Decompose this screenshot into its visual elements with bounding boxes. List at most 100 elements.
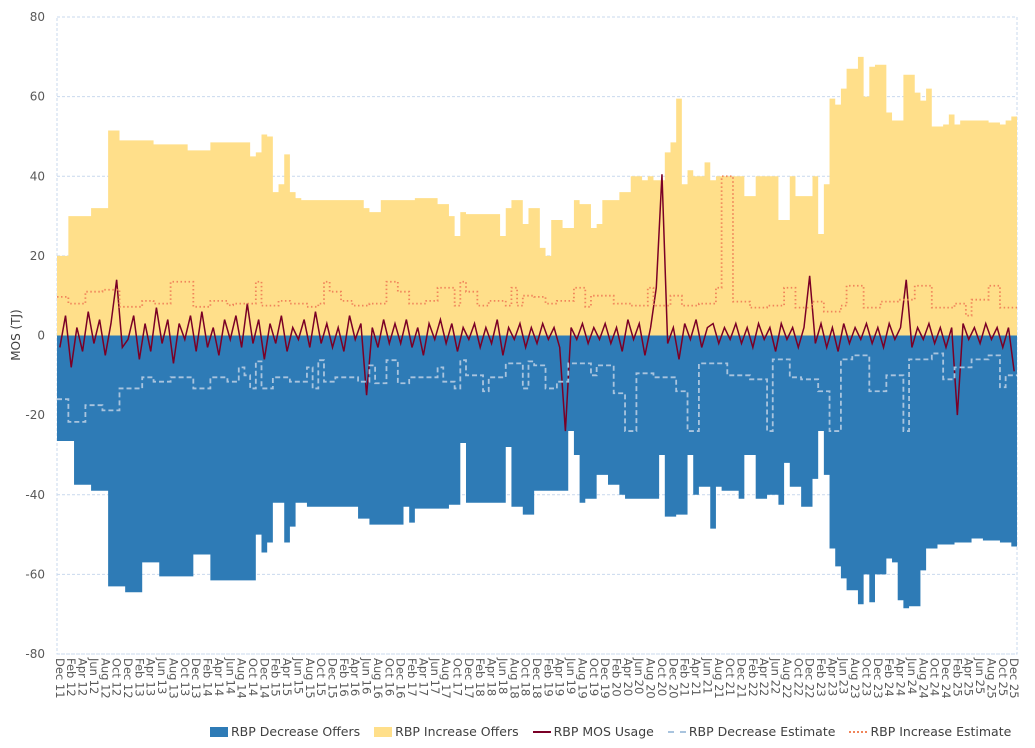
y-tick-label: -80: [25, 647, 45, 661]
x-tick-label: Feb 24: [882, 658, 896, 697]
legend-swatch: [532, 730, 551, 733]
x-tick-label: Aug 12: [98, 658, 112, 699]
legend-swatch: [374, 726, 393, 737]
x-tick-label: Apr 20: [621, 658, 635, 696]
x-tick-label: Jun 18: [496, 657, 510, 694]
x-tick-label: Feb 14: [201, 658, 215, 697]
x-tick-label: Feb 23: [814, 658, 828, 697]
x-tick-label: Dec 17: [462, 658, 476, 699]
x-tick-label: Apr 18: [485, 658, 499, 696]
x-tick-label: Dec 24: [939, 658, 953, 699]
legend-item-increase-estimate: RBP Increase Estimate: [849, 724, 1011, 739]
area-rbp-increase-offers: [57, 56, 1017, 336]
x-tick-label: Oct 16: [382, 658, 396, 696]
x-tick-label: Apr 15: [280, 658, 294, 696]
x-tick-label: Jun 14: [223, 657, 237, 694]
x-tick-label: Feb 15: [269, 658, 283, 697]
x-tick-label: Apr 21: [689, 658, 703, 696]
legend-item-increase-offers: RBP Increase Offers: [374, 724, 519, 739]
x-tick-label: Dec 12: [121, 658, 135, 699]
x-tick-label: Dec 21: [734, 658, 748, 699]
x-tick-label: Aug 21: [712, 658, 726, 699]
x-tick-label: Jun 13: [155, 657, 169, 694]
x-tick-label: Apr 23: [825, 658, 839, 696]
x-tick-label: Jun 17: [428, 657, 442, 694]
legend-label: RBP MOS Usage: [553, 724, 654, 739]
x-tick-label: Apr 14: [212, 658, 226, 696]
x-tick-label: Aug 18: [507, 658, 521, 699]
x-tick-label: Apr 16: [348, 658, 362, 696]
legend-label: RBP Decrease Offers: [231, 724, 361, 739]
x-tick-label: Feb 13: [132, 658, 146, 697]
x-tick-label: Feb 22: [746, 658, 760, 697]
y-axis: 80 60 40 20 0 -20 -40 -60 -80: [25, 10, 45, 661]
x-tick-label: Jun 24: [905, 657, 919, 694]
x-tick-label: Jun 20: [632, 657, 646, 694]
legend-swatch: [849, 730, 868, 733]
y-axis-title: MOS (TJ): [9, 309, 23, 360]
x-tick-label: Apr 19: [553, 658, 567, 696]
y-tick-label: -60: [25, 567, 45, 581]
x-tick-label: Feb 18: [473, 658, 487, 697]
x-tick-label: Feb 19: [541, 658, 555, 697]
line-rbp-mos-usage: [59, 174, 1015, 432]
x-tick-label: Aug 15: [303, 658, 317, 699]
x-tick-label: Feb 16: [337, 658, 351, 697]
x-tick-label: Dec 13: [189, 658, 203, 699]
legend-item-decrease-offers: RBP Decrease Offers: [210, 724, 360, 739]
x-tick-label: Aug 24: [916, 658, 930, 699]
y-tick-label: 80: [30, 10, 45, 24]
x-tick-label: Jun 21: [700, 657, 714, 694]
x-tick-label: Oct 17: [450, 658, 464, 696]
x-tick-label: Jun 12: [87, 657, 101, 694]
x-tick-label: Oct 25: [996, 658, 1010, 696]
x-tick-label: Dec 22: [803, 658, 817, 699]
x-tick-label: Apr 25: [962, 658, 976, 696]
x-tick-label: Dec 14: [257, 658, 271, 699]
x-tick-label: Apr 12: [76, 658, 90, 696]
y-tick-label: -40: [25, 488, 45, 502]
x-tick-label: Jun 25: [973, 657, 987, 694]
x-tick-label: Dec 16: [394, 658, 408, 699]
legend-label: RBP Increase Estimate: [870, 724, 1012, 739]
line-rbp-decrease-estimate: [57, 352, 1017, 432]
x-tick-label: Aug 19: [575, 658, 589, 699]
x-tick-label: Aug 14: [235, 658, 249, 699]
area-rbp-decrease-offers: [57, 335, 1017, 609]
legend: RBP Decrease Offers RBP Increase Offers …: [210, 724, 1011, 739]
x-tick-label: Dec 23: [871, 658, 885, 699]
x-tick-label: Oct 14: [246, 658, 260, 696]
y-tick-label: 0: [37, 329, 45, 343]
x-tick-label: Aug 20: [644, 658, 658, 699]
x-tick-label: Oct 22: [791, 658, 805, 696]
x-tick-label: Apr 22: [757, 658, 771, 696]
x-tick-label: Dec 18: [530, 658, 544, 699]
x-tick-label: Aug 23: [848, 658, 862, 699]
x-tick-label: Jun 22: [769, 657, 783, 694]
x-tick-label: Jun 23: [837, 657, 851, 694]
x-tick-label: Oct 13: [178, 658, 192, 696]
legend-swatch: [667, 730, 686, 733]
x-tick-label: Aug 22: [780, 658, 794, 699]
x-tick-label: Dec 15: [326, 658, 340, 699]
x-tick-label: Dec 25: [1007, 658, 1021, 699]
y-tick-label: 40: [30, 169, 45, 183]
x-tick-label: Oct 20: [655, 658, 669, 696]
x-tick-label: Aug 25: [984, 658, 998, 699]
y-tick-label: -20: [25, 408, 45, 422]
y-tick-label: 20: [30, 249, 45, 263]
x-tick-label: Oct 21: [723, 658, 737, 696]
legend-item-decrease-estimate: RBP Decrease Estimate: [667, 724, 835, 739]
line-series: [57, 174, 1017, 432]
x-tick-label: Jun 19: [564, 657, 578, 694]
x-tick-label: Jun 16: [360, 657, 374, 694]
line-rbp-increase-estimate: [57, 175, 1017, 317]
x-tick-label: Apr 13: [144, 658, 158, 696]
x-tick-label: Oct 19: [587, 658, 601, 696]
x-tick-label: Oct 18: [519, 658, 533, 696]
x-tick-label: Aug 17: [439, 658, 453, 699]
x-tick-label: Oct 24: [928, 658, 942, 696]
x-tick-label: Apr 24: [894, 658, 908, 696]
